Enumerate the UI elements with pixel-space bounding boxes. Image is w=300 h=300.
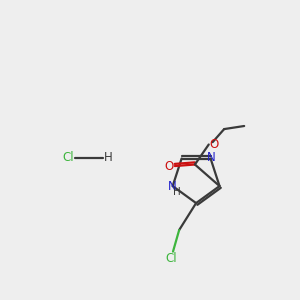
Text: Cl: Cl xyxy=(62,151,74,164)
Text: H: H xyxy=(104,151,113,164)
Text: Cl: Cl xyxy=(166,252,177,265)
Text: N: N xyxy=(207,151,216,164)
Text: H: H xyxy=(173,187,181,197)
Text: O: O xyxy=(165,160,174,172)
Text: O: O xyxy=(209,138,219,151)
Text: N: N xyxy=(167,180,176,193)
